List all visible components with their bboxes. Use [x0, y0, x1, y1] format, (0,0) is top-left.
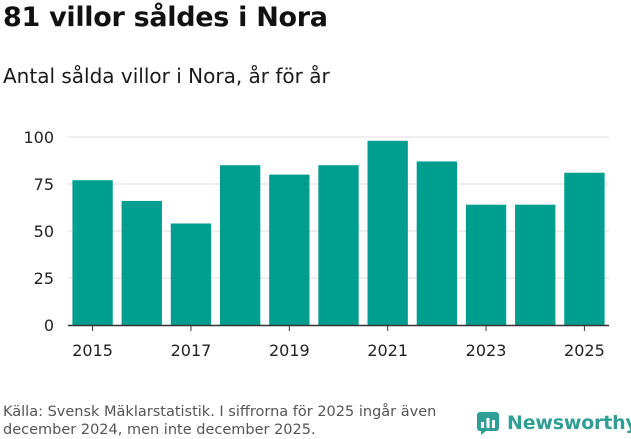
bar-2016[interactable]	[121, 200, 162, 325]
chart-title: 81 villor såldes i Nora	[3, 2, 328, 33]
bars	[72, 140, 605, 325]
y-tick-label: 50	[34, 222, 54, 241]
bar-2018[interactable]	[219, 165, 261, 325]
y-tick-label: 25	[34, 269, 54, 288]
bar-2022[interactable]	[416, 161, 458, 325]
y-tick-label: 0	[44, 316, 54, 335]
x-tick-label: 2021	[367, 341, 408, 360]
bar-2023[interactable]	[465, 204, 507, 325]
newsworthy-logo-icon	[477, 412, 499, 435]
bar-2020[interactable]	[318, 165, 359, 325]
x-tick-label: 2015	[72, 341, 113, 360]
x-tick-label: 2019	[269, 341, 310, 360]
bar-chart: 0 25 50 75 100 2015 2017 2019 2021 2023 2025	[23, 128, 609, 360]
y-tick-label: 75	[34, 175, 54, 194]
x-tick-label: 2023	[466, 341, 507, 360]
bar-2025[interactable]	[564, 172, 605, 325]
y-tick-label: 100	[23, 128, 54, 147]
bar-2017[interactable]	[170, 223, 212, 325]
axes: 0 25 50 75 100 2015 2017 2019 2021 2023 2025	[23, 128, 609, 360]
source-note: Källa: Svensk Mäklarstatistik. I siffror…	[3, 404, 437, 438]
bar-2019[interactable]	[269, 174, 310, 325]
brand-logo[interactable]: Newsworthy	[476, 408, 631, 438]
x-tick-label: 2017	[171, 341, 212, 360]
bar-2015[interactable]	[72, 180, 113, 325]
brand-name: Newsworthy	[507, 412, 631, 434]
bar-2024[interactable]	[515, 204, 556, 325]
bar-2021[interactable]	[367, 140, 408, 325]
x-tick-label: 2025	[564, 341, 605, 360]
chart-subtitle: Antal sålda villor i Nora, år för år	[3, 64, 330, 88]
